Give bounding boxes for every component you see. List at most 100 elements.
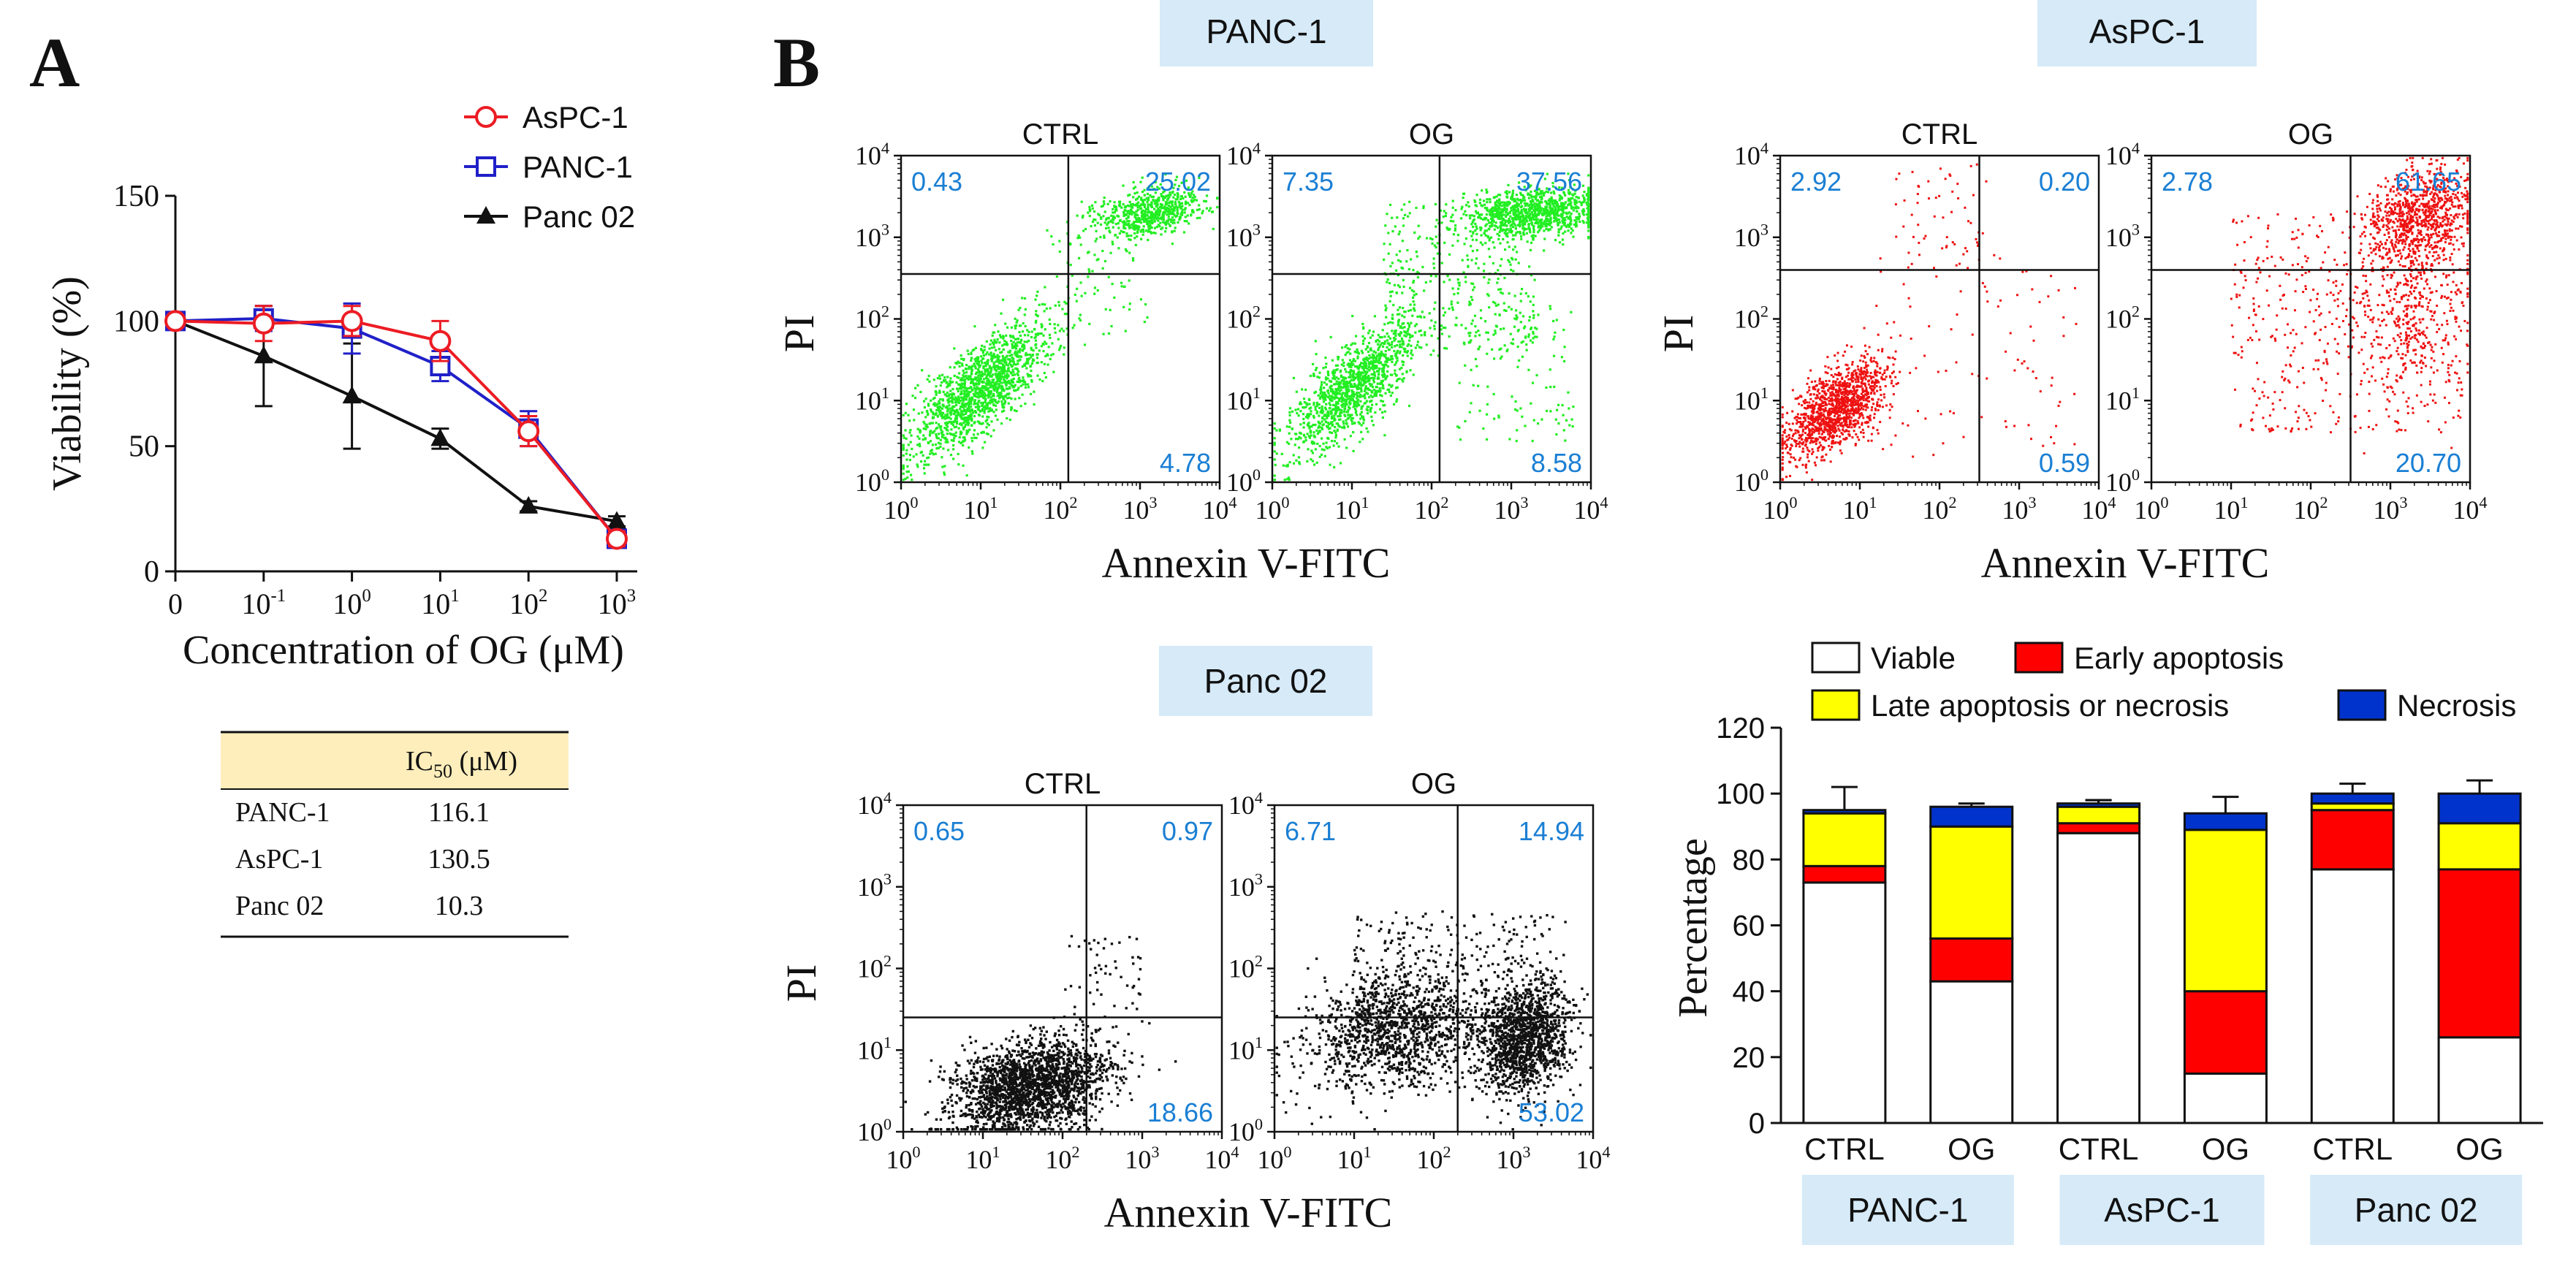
scatter-point: [965, 389, 968, 392]
scatter-point: [1049, 354, 1053, 357]
scatter-point: [1451, 213, 1454, 216]
scatter-point: [941, 416, 944, 419]
scatter-point: [902, 472, 905, 475]
scatter-point: [936, 406, 939, 408]
scatter-point: [932, 453, 935, 456]
scatter-point: [1042, 334, 1045, 337]
scatter-point: [935, 393, 938, 396]
scatter-point: [1017, 370, 1020, 373]
scatter-point: [975, 392, 978, 395]
scatter-point: [1442, 215, 1445, 218]
scatter-point: [1530, 218, 1533, 221]
scatter-point: [1198, 176, 1201, 180]
scatter-point: [909, 429, 912, 432]
scatter-point: [1561, 238, 1564, 241]
y-tick-label-exp: 4: [881, 139, 889, 157]
scatter-point: [1494, 206, 1497, 210]
scatter-point: [1000, 375, 1003, 378]
scatter-point: [924, 416, 927, 419]
scatter-point: [970, 368, 974, 372]
scatter-point: [1551, 185, 1554, 188]
scatter-point: [1433, 327, 1436, 330]
scatter-point: [1003, 389, 1006, 392]
scatter-point: [1401, 240, 1404, 243]
scatter-point: [1354, 403, 1357, 406]
scatter-point: [1371, 419, 1374, 422]
scatter-point: [1209, 207, 1212, 210]
y-tick-label: 101: [855, 384, 889, 415]
scatter-point: [1329, 335, 1332, 339]
scatter-point: [1327, 437, 1330, 440]
scatter-point: [1356, 398, 1360, 401]
scatter-point: [1521, 219, 1524, 222]
scatter-point: [1363, 395, 1366, 397]
scatter-point: [957, 372, 961, 375]
scatter-point: [1011, 343, 1014, 346]
scatter-point: [1409, 369, 1412, 372]
scatter-point: [1383, 354, 1386, 358]
scatter-point: [1133, 232, 1136, 235]
scatter-point: [1036, 357, 1039, 359]
scatter-point: [1027, 375, 1030, 378]
scatter-point: [1155, 199, 1158, 202]
scatter-point: [1310, 406, 1312, 409]
scatter-point: [1414, 331, 1417, 334]
scatter-point: [1479, 309, 1483, 312]
scatter-point: [1146, 200, 1149, 203]
scatter-point: [1350, 393, 1353, 397]
scatter-point: [1042, 343, 1045, 346]
scatter-point: [1011, 358, 1014, 361]
scatter-point: [1497, 194, 1500, 197]
scatter-point: [1017, 359, 1019, 362]
scatter-point: [1146, 187, 1149, 190]
scatter-point: [1387, 342, 1391, 345]
scatter-point: [1337, 408, 1340, 411]
scatter-point: [1164, 203, 1167, 206]
scatter-point: [1013, 389, 1016, 392]
scatter-point: [1022, 380, 1025, 383]
scatter-point: [1005, 387, 1008, 390]
scatter-point: [995, 360, 998, 363]
scatter-point: [1141, 190, 1144, 194]
quadrant-label-upper-right: 25.02: [1145, 167, 1211, 197]
scatter-point: [1398, 340, 1402, 343]
scatter-point: [1190, 210, 1193, 213]
scatter-point: [1400, 346, 1403, 349]
scatter-point: [1144, 210, 1147, 213]
scatter-point: [1364, 397, 1367, 400]
scatter-point: [1309, 425, 1312, 428]
scatter-point: [1146, 192, 1150, 196]
scatter-point: [1136, 191, 1139, 194]
scatter-point: [1034, 335, 1038, 338]
scatter-point: [1352, 374, 1355, 377]
scatter-point: [1561, 205, 1565, 208]
scatter-point: [1575, 205, 1578, 208]
scatter-point: [1401, 327, 1404, 330]
scatter-point: [1500, 288, 1502, 291]
scatter-point: [1432, 349, 1435, 352]
scatter-point: [1103, 202, 1106, 205]
scatter-point: [1273, 427, 1276, 430]
scatter-point: [1524, 210, 1527, 213]
scatter-point: [1019, 405, 1022, 408]
scatter-point: [976, 368, 980, 371]
scatter-point: [1558, 241, 1562, 244]
scatter-point: [1486, 235, 1489, 237]
scatter-point: [1551, 199, 1554, 203]
scatter-point: [1103, 236, 1106, 239]
scatter-point: [949, 366, 951, 369]
scatter-point: [1212, 227, 1215, 230]
scatter-point: [1451, 306, 1454, 309]
scatter-point: [1582, 201, 1585, 204]
scatter-point: [1388, 358, 1391, 362]
scatter-point: [1393, 339, 1396, 342]
scatter-point: [1530, 194, 1532, 197]
y-tick-label-base: 10: [855, 223, 881, 252]
scatter-point: [1171, 208, 1174, 210]
scatter-point: [1402, 217, 1405, 220]
scatter-point: [1516, 231, 1519, 234]
scatter-point: [998, 397, 1001, 400]
scatter-point: [1511, 195, 1514, 198]
scatter-point: [1499, 242, 1502, 245]
scatter-point: [968, 407, 970, 410]
